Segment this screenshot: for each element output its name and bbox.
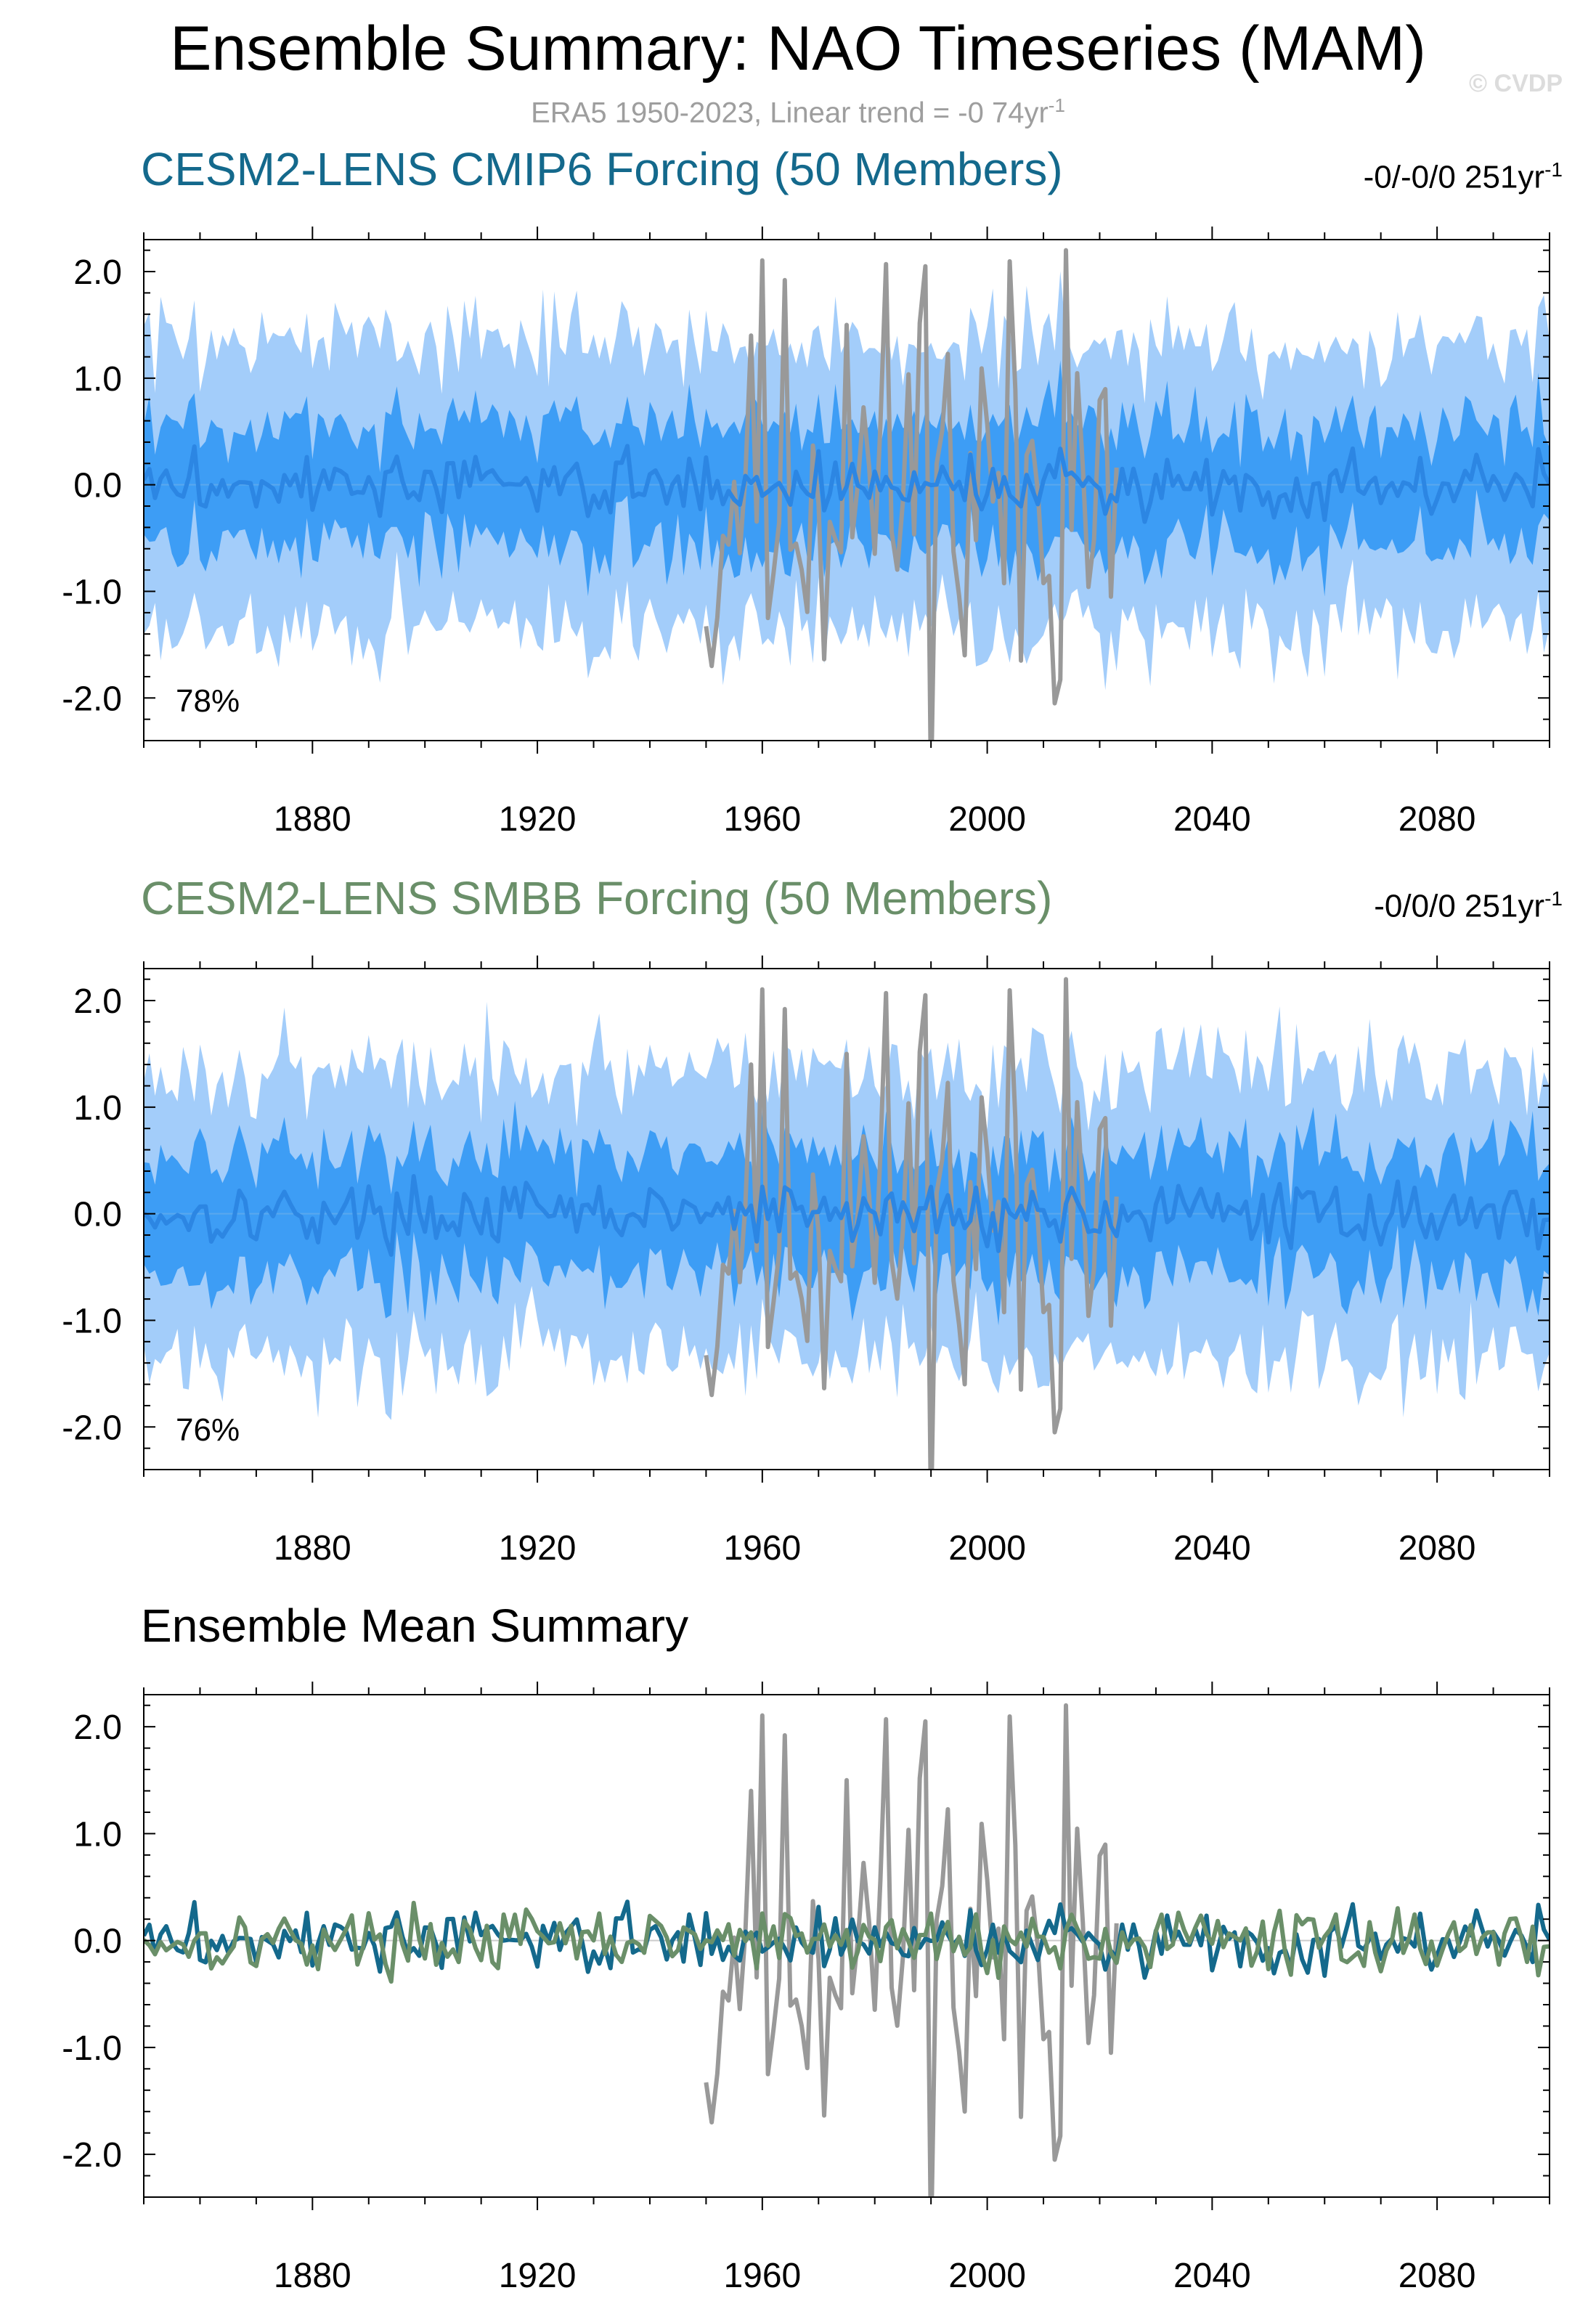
x-tick-label: 2080 (1398, 2257, 1476, 2295)
x-tick-label: 1960 (723, 800, 801, 839)
panel3-plot: -2.0 -1.0 0.0 1.0 2.0 1880 1920 1960 2000 2040 208… (62, 1682, 1550, 2295)
ensemble-mean-line (144, 1174, 1550, 1257)
panel2-trend-text: -0/0/0 251yr (1374, 888, 1545, 924)
y-tick-label: 2.0 (73, 1708, 122, 1747)
smbb-mean-line (144, 1900, 1550, 1984)
obs-line (704, 1703, 1119, 2197)
x-tick-label: 2000 (948, 2257, 1026, 2295)
x-tick-label: 2000 (948, 1529, 1026, 1568)
x-tick-label: 1960 (723, 1529, 801, 1568)
main-title: Ensemble Summary: NAO Timeseries (MAM) (170, 14, 1426, 83)
y-tick-label: 1.0 (73, 1089, 122, 1128)
subtitle: ERA5 1950-2023, Linear trend = -0 74yr-1 (0, 94, 1596, 129)
y-tick-label: -1.0 (62, 1302, 122, 1340)
panel3-title: Ensemble Mean Summary (141, 1600, 689, 1652)
x-tick-label: 1920 (499, 2257, 577, 2295)
y-tick-label: 0.0 (73, 1196, 122, 1234)
y-tick-label: -2.0 (62, 1409, 122, 1447)
x-tick-label: 2000 (948, 800, 1026, 839)
y-tick-label: 0.0 (73, 1923, 122, 1961)
x-tick-label: 1880 (274, 800, 351, 839)
x-tick-label: 1880 (274, 1529, 351, 1568)
panel1-title: CESM2-LENS CMIP6 Forcing (50 Members) (141, 143, 1063, 195)
plot-frame (143, 968, 1550, 1470)
panel2-trend-superscript: -1 (1544, 887, 1563, 910)
y-tick-label: 1.0 (73, 1815, 122, 1854)
x-tick-label: 2080 (1398, 1529, 1476, 1568)
y-tick-label: -2.0 (62, 2136, 122, 2175)
panel2-plot: -2.0 -1.0 0.0 1.0 2.0 1880 1920 1960 2000 2040 208… (62, 956, 1550, 1568)
x-tick-label: 1880 (274, 2257, 351, 2295)
panel1-trend-text: -0/-0/0 251yr (1363, 159, 1545, 195)
obs-line (704, 977, 1119, 1470)
y-tick-label: -1.0 (62, 2029, 122, 2068)
panel1-trend: -0/-0/0 251yr-1 (1364, 158, 1563, 196)
y-tick-label: -1.0 (62, 573, 122, 611)
percent-label: 76% (176, 1412, 240, 1448)
panel2-trend: -0/0/0 251yr-1 (1374, 887, 1563, 925)
watermark: © CVDP (1469, 70, 1563, 97)
panel1-plot: -2.0 -1.0 0.0 1.0 2.0 1880 1920 1960 2000 2040 208… (62, 227, 1550, 839)
y-tick-label: 0.0 (73, 467, 122, 505)
x-tick-label: 2080 (1398, 800, 1476, 839)
panel1-marks (144, 248, 1550, 741)
y-tick-label: 2.0 (73, 253, 122, 292)
subtitle-superscript: -1 (1048, 94, 1065, 116)
y-tick-label: 1.0 (73, 360, 122, 399)
x-tick-label: 2040 (1173, 800, 1251, 839)
x-tick-label: 1920 (499, 800, 577, 839)
subtitle-text: ERA5 1950-2023, Linear trend = -0 74yr (531, 97, 1049, 129)
panel3-marks (144, 1703, 1550, 2197)
plot-frame (143, 239, 1550, 741)
panel2-marks (144, 977, 1550, 1470)
obs-line (704, 248, 1119, 741)
y-tick-label: -2.0 (62, 680, 122, 718)
panel2-title: CESM2-LENS SMBB Forcing (50 Members) (141, 872, 1053, 924)
x-tick-label: 2040 (1173, 1529, 1251, 1568)
ensemble-mean-line (144, 444, 1550, 524)
percent-label: 78% (176, 683, 240, 719)
x-tick-label: 2040 (1173, 2257, 1251, 2295)
x-tick-label: 1960 (723, 2257, 801, 2295)
panel1-trend-superscript: -1 (1544, 158, 1563, 181)
y-tick-label: 2.0 (73, 982, 122, 1021)
x-tick-label: 1920 (499, 1529, 577, 1568)
plot-frame (143, 1694, 1550, 2198)
